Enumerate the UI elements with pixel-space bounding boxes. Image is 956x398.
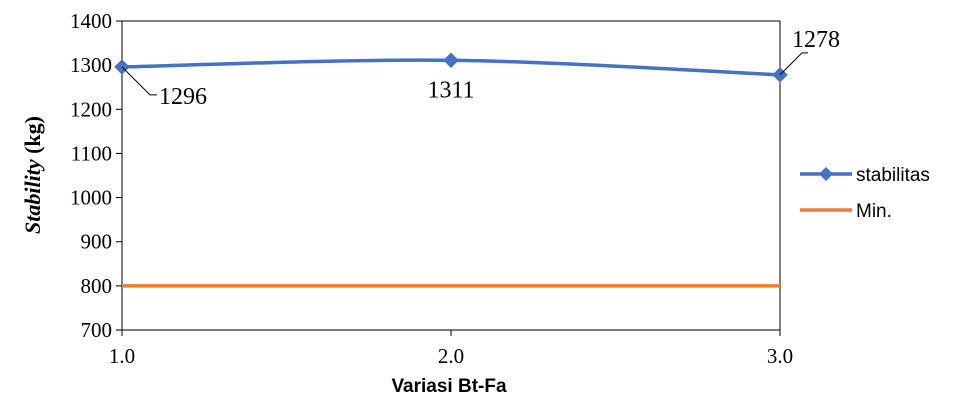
x-tick-label: 2.0 <box>438 344 464 368</box>
y-tick-label: 700 <box>81 318 113 342</box>
data-labels: 1296 1311 1278 <box>121 27 840 110</box>
legend-label-min: Min. <box>856 201 892 222</box>
data-point-stabilitas <box>443 52 459 68</box>
legend-label-stabilitas: stabilitas <box>856 165 930 186</box>
data-label: 1311 <box>427 77 474 103</box>
leader-line <box>121 66 157 96</box>
x-tick-label: 3.0 <box>767 344 793 368</box>
y-axis-label: Stability (kg) <box>20 116 45 234</box>
y-tick-label: 1400 <box>70 9 112 33</box>
y-tick-label: 1000 <box>70 186 112 210</box>
x-axis-label: Variasi Bt-Fa <box>391 376 507 397</box>
data-label: 1296 <box>159 84 207 110</box>
legend-marker-stabilitas <box>819 167 833 181</box>
y-tick-label: 1200 <box>70 97 112 121</box>
x-tick-label: 1.0 <box>109 344 135 368</box>
legend: stabilitas Min. <box>800 165 930 222</box>
x-tick-labels: 1.0 2.0 3.0 <box>109 344 793 368</box>
y-tick-label: 1300 <box>70 53 112 77</box>
y-tick-label: 900 <box>81 230 113 254</box>
data-label: 1278 <box>792 27 840 53</box>
leader-line <box>779 52 808 76</box>
series-stabilitas <box>114 52 788 83</box>
y-tick-labels: 700 800 900 1000 1100 1200 1300 1400 <box>70 9 112 342</box>
y-tick-label: 1100 <box>71 141 112 165</box>
y-tick-label: 800 <box>81 274 113 298</box>
chart-axes <box>116 20 781 336</box>
